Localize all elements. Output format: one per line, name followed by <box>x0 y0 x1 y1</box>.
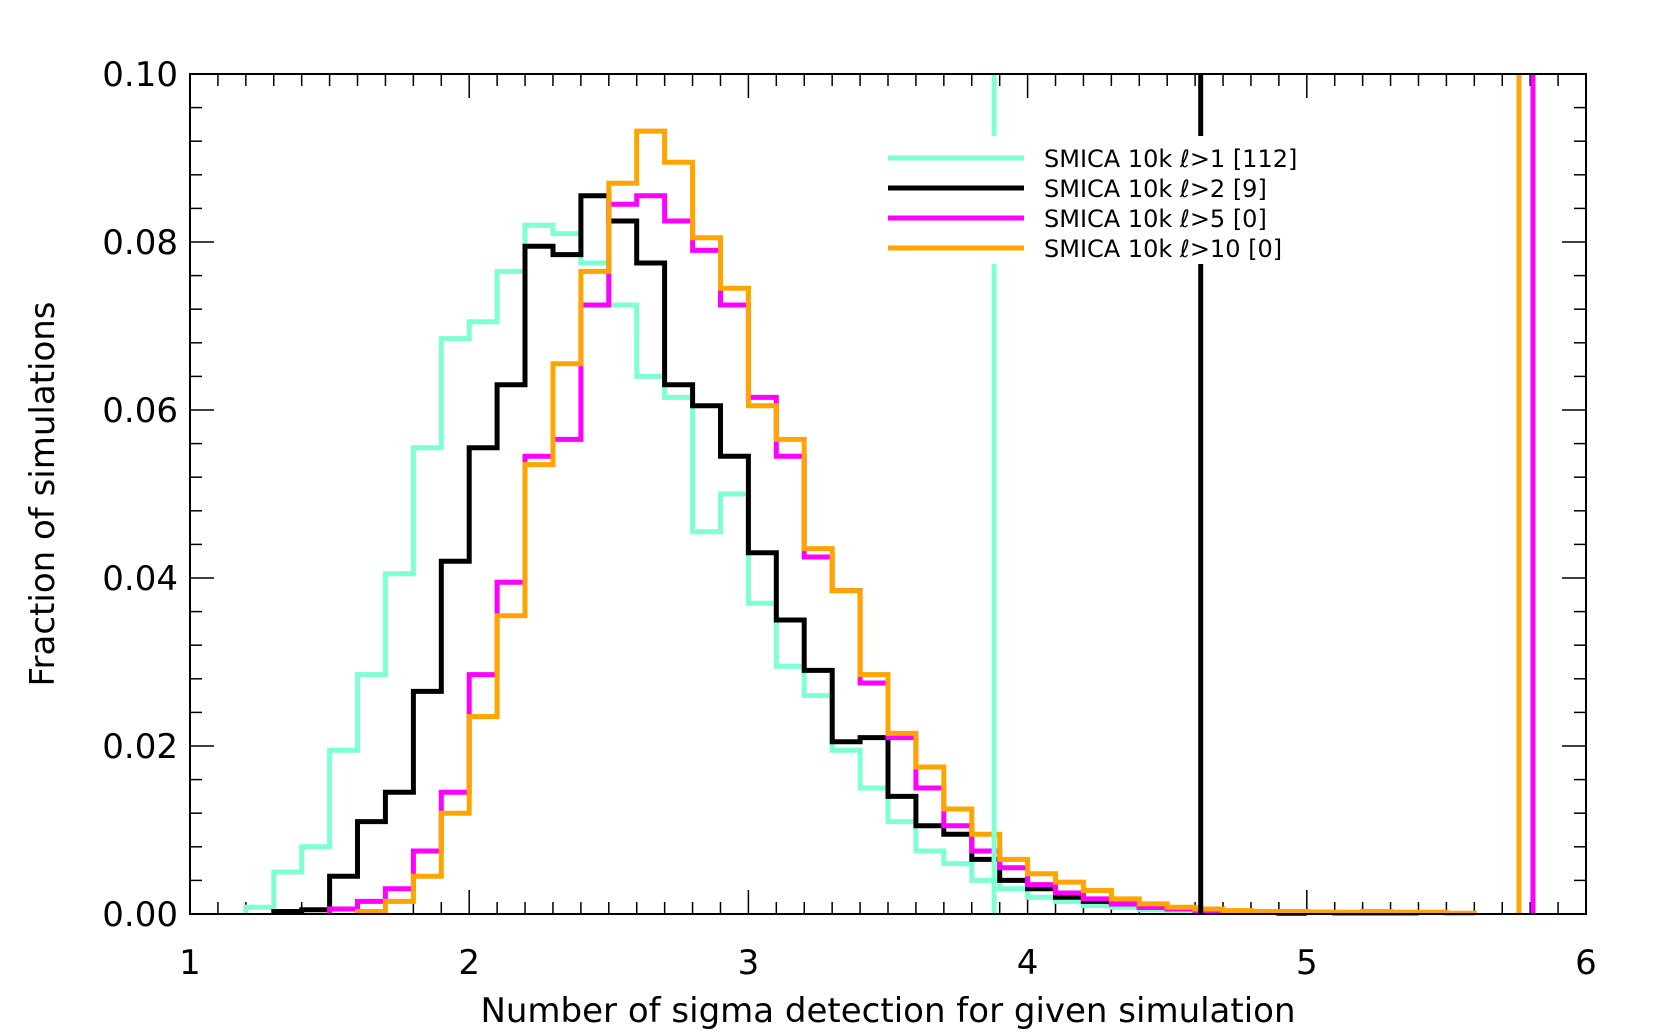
y-tick-label: 0.02 <box>102 727 178 767</box>
x-tick-label: 3 <box>738 943 760 983</box>
x-tick-label: 2 <box>458 943 480 983</box>
y-tick-label: 0.10 <box>102 55 178 95</box>
legend-label: SMICA 10k ℓ>5 [0] <box>1044 205 1267 233</box>
x-tick-label: 1 <box>179 943 201 983</box>
plot-frame <box>189 73 1587 915</box>
y-axis-title: Fraction of simulations <box>23 301 63 686</box>
tick-labels: 1 2 3 4 5 6 0.00 0.02 0.04 0.06 0.08 0.10 <box>102 55 1597 983</box>
x-axis-title: Number of sigma detection for given simu… <box>480 991 1295 1031</box>
series-1-histogram <box>243 222 1198 914</box>
series-4-histogram <box>355 128 1477 916</box>
legend: SMICA 10k ℓ>1 [112]SMICA 10k ℓ>2 [9]SMIC… <box>880 136 1350 264</box>
x-tick-label: 5 <box>1296 943 1318 983</box>
legend-label: SMICA 10k ℓ>2 [9] <box>1044 175 1267 203</box>
x-tick-label: 6 <box>1575 943 1597 983</box>
legend-label: SMICA 10k ℓ>1 [112] <box>1044 145 1297 173</box>
y-tick-label: 0.06 <box>102 391 178 431</box>
y-tick-label: 0.00 <box>102 895 178 935</box>
y-tick-label: 0.04 <box>102 559 178 599</box>
x-tick-label: 4 <box>1017 943 1039 983</box>
legend-label: SMICA 10k ℓ>10 [0] <box>1044 235 1282 263</box>
y-tick-label: 0.08 <box>102 223 178 263</box>
series-layer <box>243 128 1477 916</box>
